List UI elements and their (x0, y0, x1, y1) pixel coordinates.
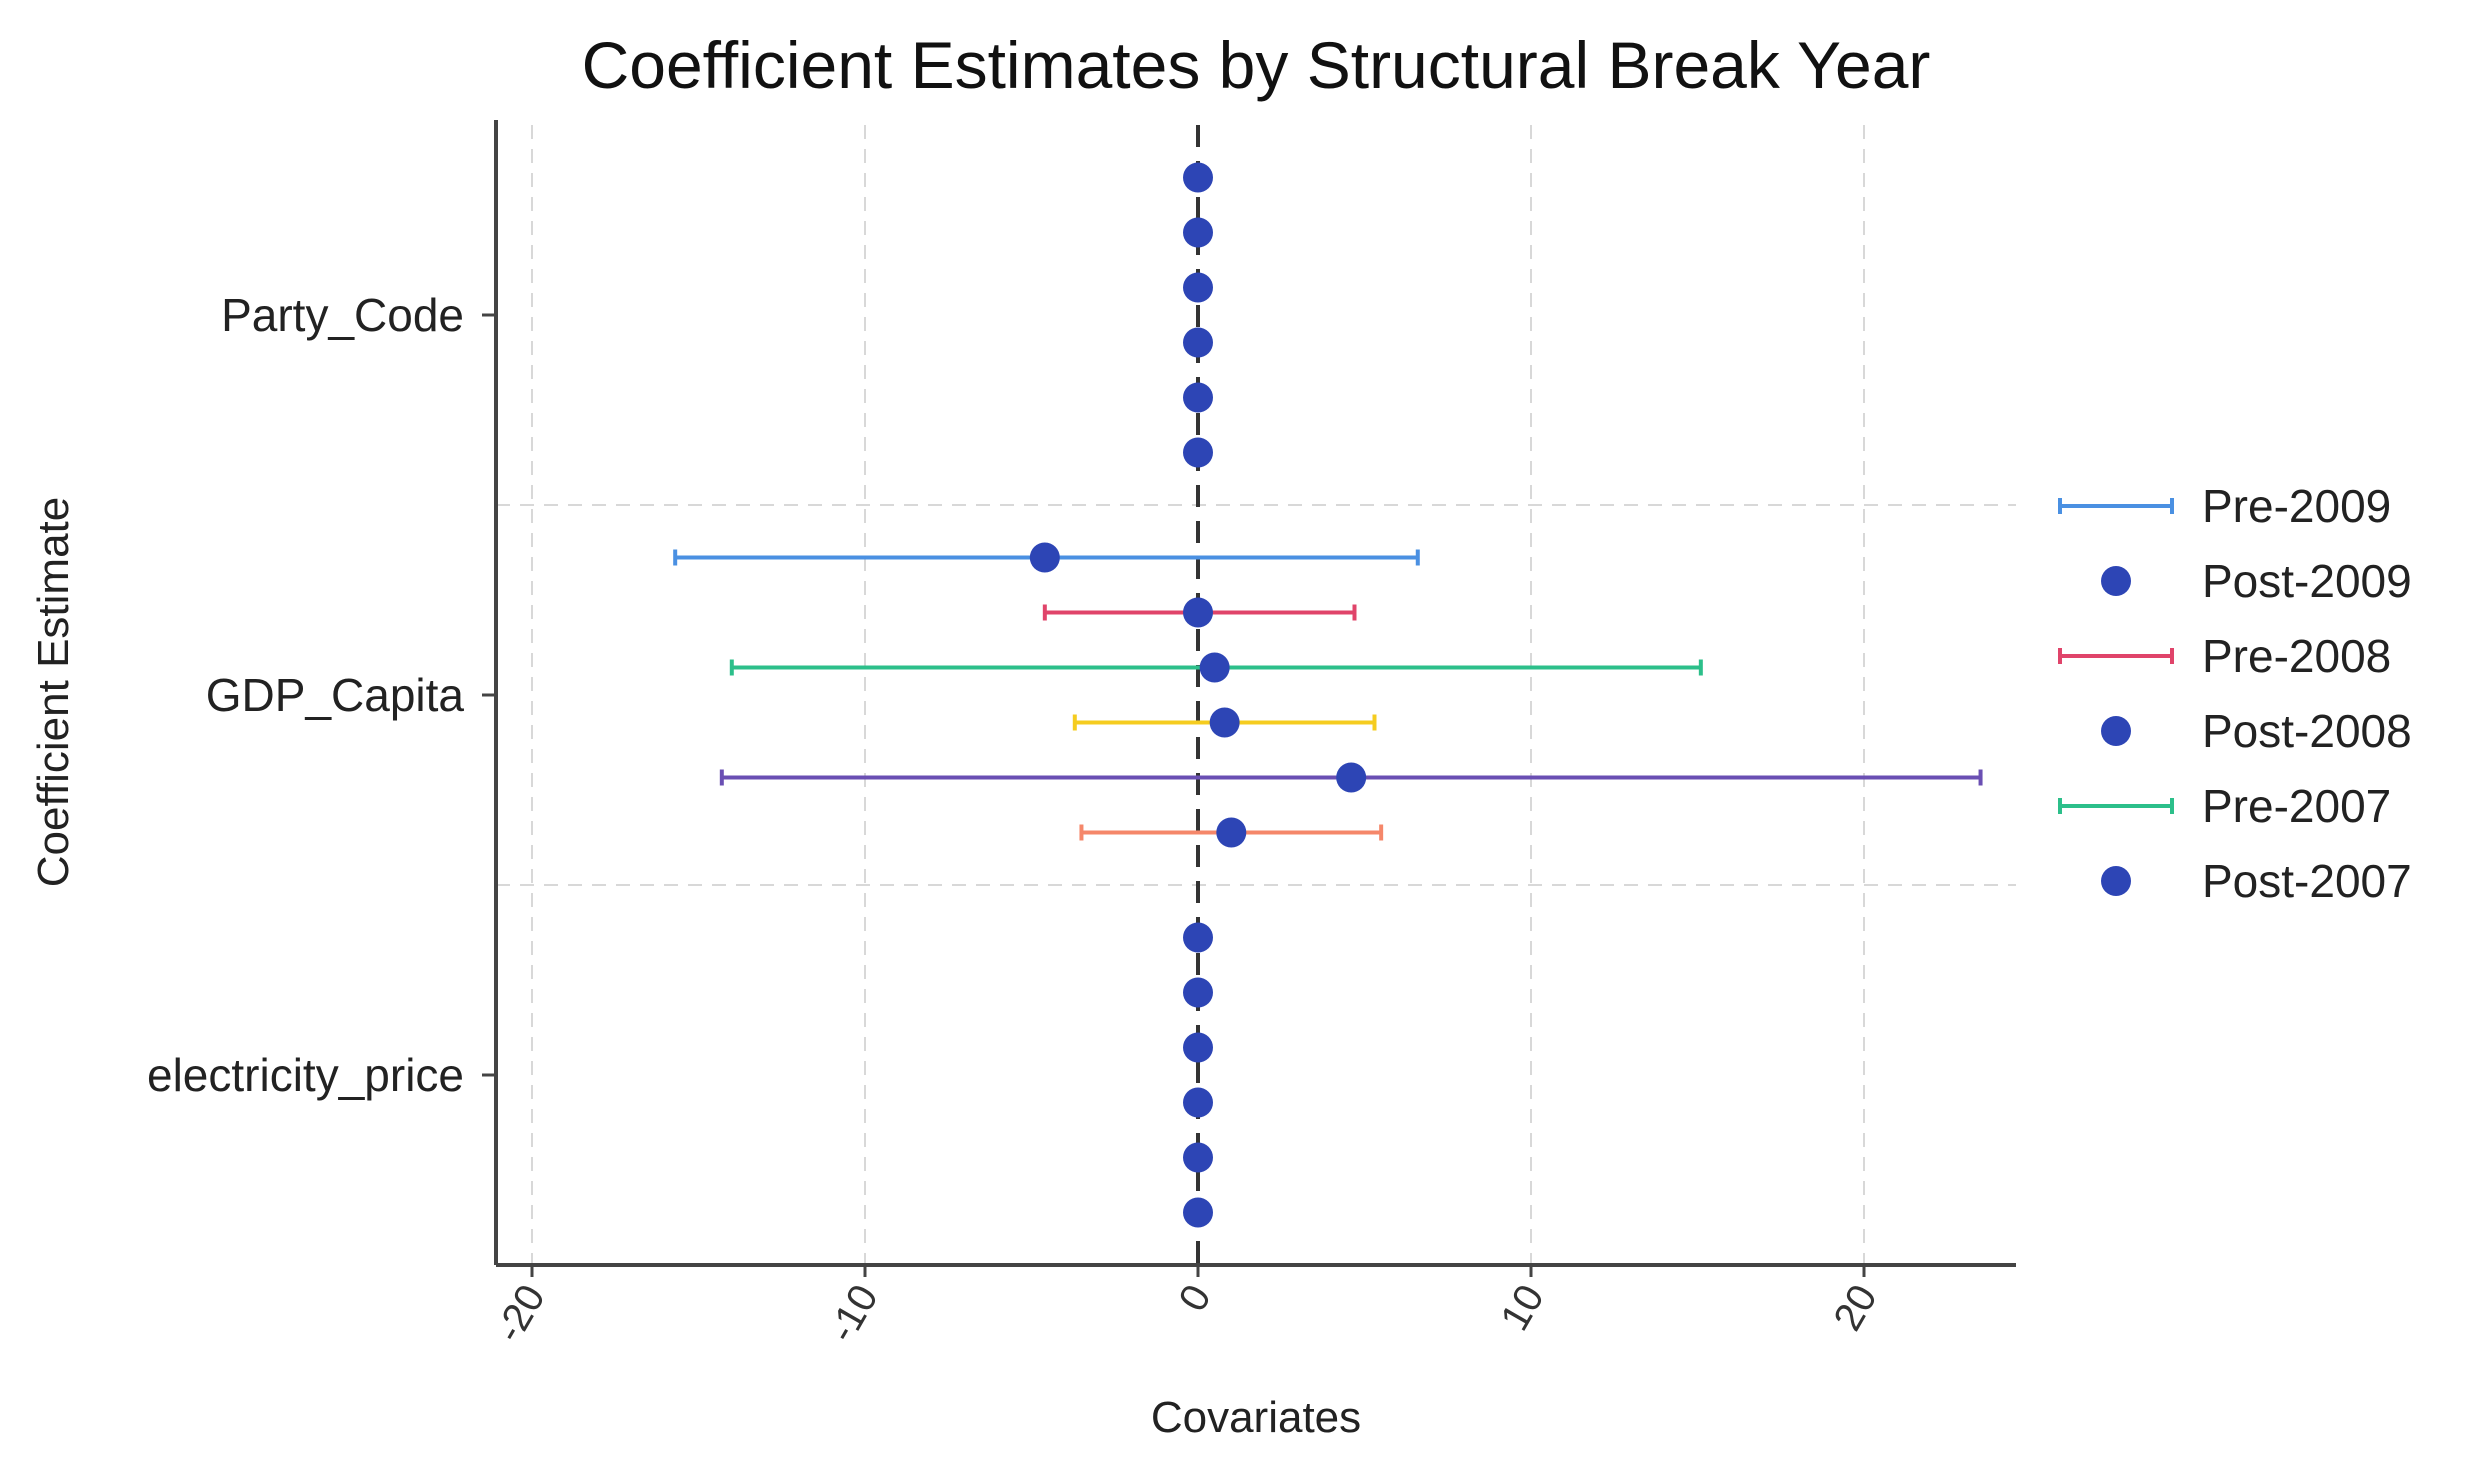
legend-label: Post-2008 (2202, 705, 2412, 757)
estimate-point (1183, 327, 1213, 358)
category-label: GDP_Capita (206, 669, 465, 721)
estimate-point (1183, 437, 1213, 468)
legend-label: Pre-2008 (2202, 630, 2391, 682)
x-tick-layer: -20 -10 0 10 20 (487, 1265, 1886, 1350)
estimate-point (1183, 382, 1213, 413)
x-tick-label: 20 (1825, 1278, 1885, 1339)
legend-label: Post-2007 (2202, 855, 2412, 907)
estimate-point (1183, 1087, 1213, 1118)
axes-layer (494, 120, 2016, 1267)
x-tick-label: 10 (1492, 1278, 1552, 1339)
estimate-point (1183, 597, 1213, 628)
estimate-point (1183, 162, 1213, 193)
category-label-layer: Party_Code GDP_Capita electricity_price (147, 289, 496, 1101)
x-tick-label: -10 (820, 1278, 887, 1350)
category-label: electricity_price (147, 1049, 464, 1101)
grid-layer (496, 125, 2016, 1265)
point-layer (1029, 162, 1367, 1228)
estimate-point (1209, 707, 1240, 738)
chart-title: Coefficient Estimates by Structural Brea… (582, 28, 1931, 102)
legend-label: Post-2009 (2202, 555, 2412, 607)
estimate-point (1183, 272, 1213, 303)
estimate-point (1336, 762, 1367, 793)
estimate-point (1216, 817, 1247, 848)
x-axis-label: Covariates (1151, 1393, 1361, 1442)
estimate-point (1183, 977, 1213, 1008)
estimate-point (1183, 1142, 1213, 1173)
legend-label: Pre-2007 (2202, 780, 2391, 832)
legend-point-swatch (2101, 566, 2131, 596)
legend: Pre-2009 Post-2009 Pre-2008 Post-2008 Pre-20… (2058, 480, 2412, 907)
estimate-point (1183, 1197, 1213, 1228)
estimate-point (1029, 542, 1060, 573)
legend-label: Pre-2009 (2202, 480, 2391, 532)
estimate-point (1199, 652, 1230, 683)
errorbar-layer (673, 549, 1983, 841)
estimate-point (1183, 217, 1213, 248)
category-label: Party_Code (221, 289, 464, 341)
y-axis-label: Coefficient Estimate (29, 497, 78, 887)
estimate-point (1183, 922, 1213, 953)
legend-point-swatch (2101, 716, 2131, 746)
x-tick-label: -20 (487, 1278, 554, 1350)
estimate-point (1183, 1032, 1213, 1063)
x-tick-label: 0 (1171, 1278, 1220, 1319)
legend-point-swatch (2101, 866, 2131, 896)
